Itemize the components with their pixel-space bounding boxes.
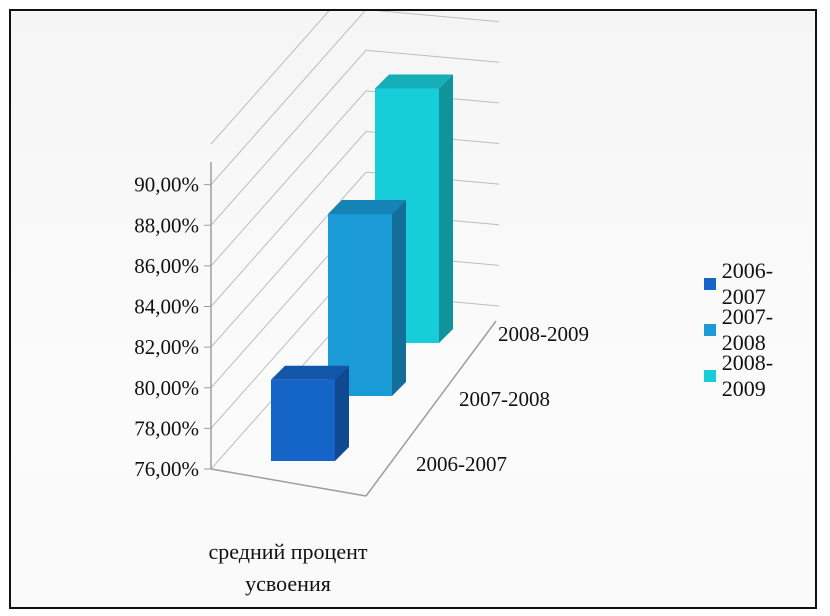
gridline (210, 11, 500, 185)
legend-swatch (704, 278, 716, 290)
x-axis-line (210, 468, 367, 497)
legend-item: 2006-2007 (704, 258, 815, 309)
depth-axis-label: 2007-2008 (459, 387, 550, 411)
y-tick-label: 76,00% (134, 457, 199, 481)
gridline (210, 90, 500, 267)
bar-top (375, 74, 453, 89)
y-tick-label: 84,00% (134, 295, 199, 319)
bar-top (271, 365, 349, 380)
bar-side (439, 74, 453, 344)
y-tick-label: 90,00% (134, 173, 199, 197)
legend-swatch (704, 370, 716, 382)
depth-axis-label: 2006-2007 (416, 452, 507, 476)
legend: 2006-2007 2007-2008 2008-2009 (704, 258, 815, 401)
bar-side (335, 365, 349, 461)
chart-plot: 76,00% 78,00% 80,00% 82,00% 84,00% 86,00% 88,0… (134, 11, 589, 596)
bar-front (328, 213, 392, 396)
bar-front (271, 379, 335, 461)
y-tick-label: 88,00% (134, 213, 199, 237)
legend-swatch (704, 324, 716, 336)
gridline (210, 130, 500, 307)
legend-label: 2008-2009 (721, 350, 774, 401)
category-label: усвоения (245, 571, 331, 596)
gridline (210, 11, 330, 145)
legend-label: 2007-2008 (721, 304, 774, 355)
y-tick-label: 80,00% (134, 376, 199, 400)
y-tick-label: 78,00% (134, 416, 199, 440)
bar-2007-2008 (328, 199, 406, 396)
chart-frame: 76,00% 78,00% 80,00% 82,00% 84,00% 86,00% 88,0… (9, 9, 817, 609)
depth-axis-line (365, 320, 497, 497)
gridline (210, 171, 500, 348)
legend-label: 2006-2007 (721, 258, 774, 309)
y-tick-label: 82,00% (134, 335, 199, 359)
legend-item: 2008-2009 (704, 350, 815, 401)
y-tick-label: 86,00% (134, 254, 199, 278)
category-label: средний процент (209, 539, 368, 564)
bar-2006-2007 (271, 365, 349, 461)
bar-side (392, 199, 406, 396)
bar-top (328, 199, 406, 214)
gridline (210, 49, 500, 226)
depth-axis-label: 2008-2009 (498, 322, 589, 346)
legend-item: 2007-2008 (704, 304, 815, 355)
